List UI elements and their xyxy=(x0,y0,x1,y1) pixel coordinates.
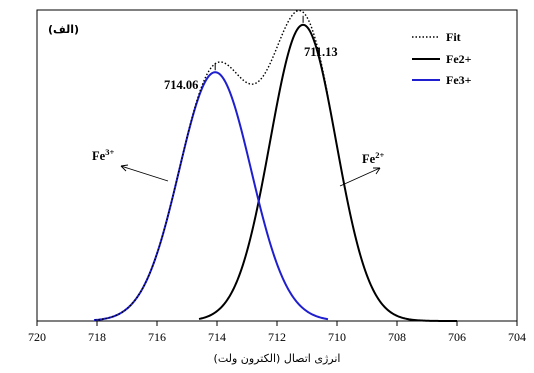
x-tick-label-718: 718 xyxy=(88,330,106,344)
annotation-fe2: Fe2+ xyxy=(339,150,384,187)
annotation-fe2-arrowhead xyxy=(373,167,381,175)
annotation-fe2-base: Fe xyxy=(362,152,376,166)
x-tick-label-704: 704 xyxy=(508,330,526,344)
annotation-fe2-sup: 2+ xyxy=(375,150,384,160)
x-axis-title: انرژی اتصال (الکترون ولت) xyxy=(214,352,341,365)
peak-label-fe2: 711.13 xyxy=(304,45,338,59)
curves xyxy=(93,9,457,322)
annotation-fe2-arrow xyxy=(339,167,381,187)
panel-label: (الف) xyxy=(48,23,79,36)
x-axis-tick-labels: 720 718 716 714 712 710 708 706 704 xyxy=(28,330,526,344)
x-tick-label-712: 712 xyxy=(268,330,286,344)
annotation-fe3-arrow xyxy=(120,165,169,182)
x-tick-label-716: 716 xyxy=(148,330,166,344)
x-tick-label-706: 706 xyxy=(448,330,466,344)
x-tick-label-708: 708 xyxy=(388,330,406,344)
legend: Fit Fe2+ Fe3+ xyxy=(412,30,472,87)
peak-label-fe3: 714.06 xyxy=(164,78,198,92)
legend-label-fe2: Fe2+ xyxy=(446,52,472,66)
x-tick-label-720: 720 xyxy=(28,330,46,344)
legend-label-fit: Fit xyxy=(446,30,461,44)
plot-frame xyxy=(36,9,518,322)
annotation-fe3: Fe3+ xyxy=(92,147,169,182)
x-axis-ticks xyxy=(36,321,518,326)
annotation-fe3-base: Fe xyxy=(92,149,106,163)
annotation-fe3-sup: 3+ xyxy=(105,147,114,157)
legend-label-fe3: Fe3+ xyxy=(446,73,472,87)
svg-text:Fe2+: Fe2+ xyxy=(362,150,384,166)
series-line-fit xyxy=(93,9,329,321)
series-line-fe3 xyxy=(93,71,329,322)
series-line-fe2 xyxy=(198,23,457,322)
annotation-fe3-arrowhead xyxy=(120,164,129,172)
x-tick-label-714: 714 xyxy=(208,330,226,344)
x-tick-label-710: 710 xyxy=(328,330,346,344)
svg-text:Fe3+: Fe3+ xyxy=(92,147,114,163)
